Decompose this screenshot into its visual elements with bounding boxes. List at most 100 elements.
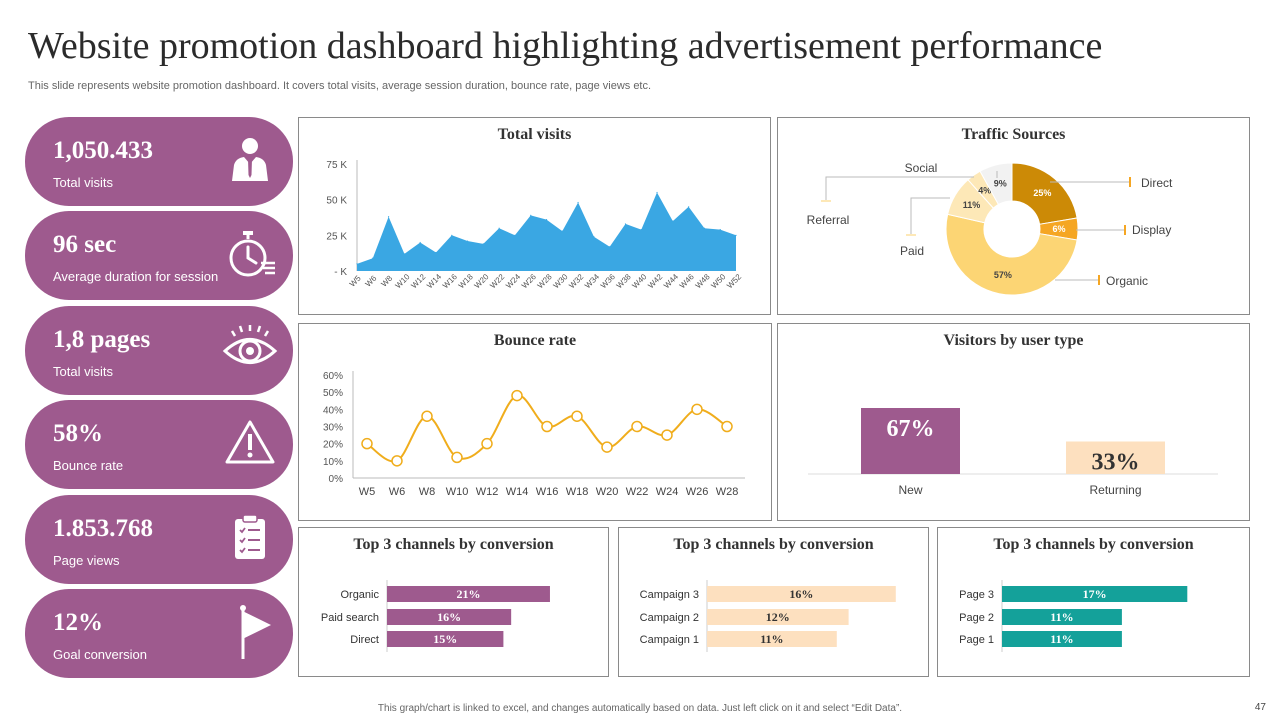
- x-tick-label: W22: [626, 486, 649, 498]
- y-tick-label: - K: [334, 267, 347, 278]
- x-tick-label: W10: [394, 272, 412, 290]
- x-tick-label: W34: [583, 272, 601, 290]
- x-tick-label: W16: [441, 272, 459, 290]
- x-tick-label: W12: [409, 272, 427, 290]
- x-tick-label: W6: [364, 273, 379, 288]
- chart-title: Bounce rate: [493, 332, 577, 349]
- page-subtitle: This slide represents website promotion …: [28, 80, 652, 92]
- data-point: [703, 227, 706, 229]
- data-point: [403, 253, 405, 255]
- slice-value-label: 57%: [994, 270, 1012, 280]
- data-point: [721, 420, 733, 433]
- x-tick-label: W42: [646, 272, 664, 290]
- businessman-icon: [232, 138, 268, 181]
- data-point: [571, 410, 583, 422]
- x-tick-label: W46: [678, 272, 696, 290]
- kpi-label: Total visits: [53, 175, 113, 190]
- data-point: [391, 455, 403, 467]
- x-tick-label: W5: [359, 486, 376, 498]
- x-tick-label: W28: [536, 272, 554, 290]
- x-tick-label: W8: [379, 273, 394, 288]
- x-tick-label: W38: [615, 272, 633, 290]
- traffic-sources-chart: 25% 6% 57% 11% 4%9% Direct Display Organic Paid R…: [807, 161, 1173, 296]
- x-tick-label: W14: [506, 486, 529, 498]
- x-tick-label: W30: [552, 272, 570, 290]
- data-point: [419, 241, 421, 244]
- kpi-value: 12%: [53, 609, 103, 636]
- data-point: [356, 263, 358, 265]
- data-point: [481, 437, 493, 450]
- kpi-value: 1,8 pages: [53, 326, 151, 353]
- x-tick-label: W44: [662, 272, 680, 290]
- callout-line: [910, 197, 950, 235]
- x-tick-label: W8: [419, 486, 436, 498]
- channels-panel-2: Top 3 channels by conversion 16% Campaign…: [618, 527, 929, 677]
- data-point: [466, 240, 469, 242]
- legend-label: Organic: [1106, 274, 1148, 288]
- bar-value-label: 67%: [887, 416, 935, 442]
- bar: [707, 609, 849, 625]
- channels-chart-2: 16% Campaign 3 12% Campaign 2 11% Campaign 1: [640, 580, 896, 652]
- bounce-rate-panel: Bounce rate 60% 50% 40% 30% 20% 10% 0% W5 W6 W8 W1…: [298, 323, 772, 521]
- data-point: [601, 441, 613, 453]
- slice-value-label: 25%: [1033, 188, 1051, 198]
- category-label: Returning: [1089, 483, 1141, 497]
- y-tick-label: 75 K: [326, 160, 347, 171]
- x-tick-label: W50: [709, 272, 727, 290]
- bar-value-label: 11%: [1050, 632, 1073, 646]
- bar-value-label: 12%: [766, 610, 790, 624]
- donut-slice: [1011, 162, 1078, 225]
- channels-panel-3: Top 3 channels by conversion 17% Page 3 11…: [937, 527, 1250, 677]
- bar: [387, 631, 504, 647]
- kpi-value: 58%: [53, 420, 103, 447]
- x-tick-label: W5: [348, 273, 363, 288]
- data-point: [735, 234, 737, 236]
- bar-value-label: 33%: [1092, 449, 1140, 475]
- total-visits-panel: Total visits 75 K 50 K 25 K - K W5 W6 W8 W10 W12…: [298, 117, 771, 315]
- chart-title: Traffic Sources: [961, 126, 1066, 143]
- bar-value-label: 21%: [456, 587, 480, 601]
- traffic-sources-panel: Traffic Sources 25% 6% 57% 11% 4% 9% Direct Dis…: [777, 117, 1250, 315]
- x-tick-label: W20: [473, 272, 491, 290]
- data-point: [514, 234, 516, 236]
- chart-title: Top 3 channels by conversion: [353, 536, 554, 553]
- data-point: [691, 403, 703, 416]
- data-point: [511, 389, 523, 402]
- x-tick-label: W22: [488, 272, 506, 290]
- bar: [387, 609, 512, 625]
- bar: [707, 586, 896, 602]
- x-tick-label: W52: [725, 272, 743, 290]
- warning-icon: [225, 420, 275, 464]
- x-tick-label: W20: [596, 486, 619, 498]
- stopwatch-icon: [229, 231, 275, 277]
- category-label: New: [898, 483, 922, 497]
- slice-value-label: 4%: [978, 186, 991, 196]
- legend-label: Direct: [1141, 176, 1173, 190]
- kpi-label: Average duration for session: [53, 269, 219, 284]
- eye-icon: [222, 325, 278, 364]
- data-point: [640, 229, 642, 231]
- legend-label: Paid: [900, 244, 924, 258]
- category-label: Campaign 3: [640, 589, 699, 601]
- bar-value-label: 16%: [789, 587, 813, 601]
- data-point: [372, 257, 374, 259]
- kpi-total-visits: 1,050.433 Total visits: [25, 117, 293, 206]
- x-tick-label: W18: [566, 486, 589, 498]
- data-point: [593, 236, 595, 238]
- data-point: [719, 229, 721, 231]
- donut-slice: [979, 162, 1013, 206]
- x-tick-label: W40: [630, 272, 648, 290]
- data-point: [609, 246, 611, 248]
- visitors-chart: 67% New 33% Returning: [808, 408, 1218, 497]
- x-tick-label: W36: [599, 272, 617, 290]
- data-point: [451, 234, 453, 236]
- page-number: 47: [1254, 702, 1266, 713]
- legend-label: Referral: [807, 213, 850, 227]
- bar-value-label: 15%: [433, 632, 457, 646]
- y-tick-label: 40%: [323, 405, 343, 416]
- category-label: Page 2: [959, 612, 994, 624]
- bounce-rate-chart: 60% 50% 40% 30% 20% 10% 0% W5 W6 W8 W10 W12 W14 W16 W1…: [323, 371, 745, 498]
- x-tick-label: W32: [567, 272, 585, 290]
- x-tick-label: W48: [694, 272, 712, 290]
- channels-chart-1: 21% Organic 16% Paid search 15% Direct: [321, 580, 550, 652]
